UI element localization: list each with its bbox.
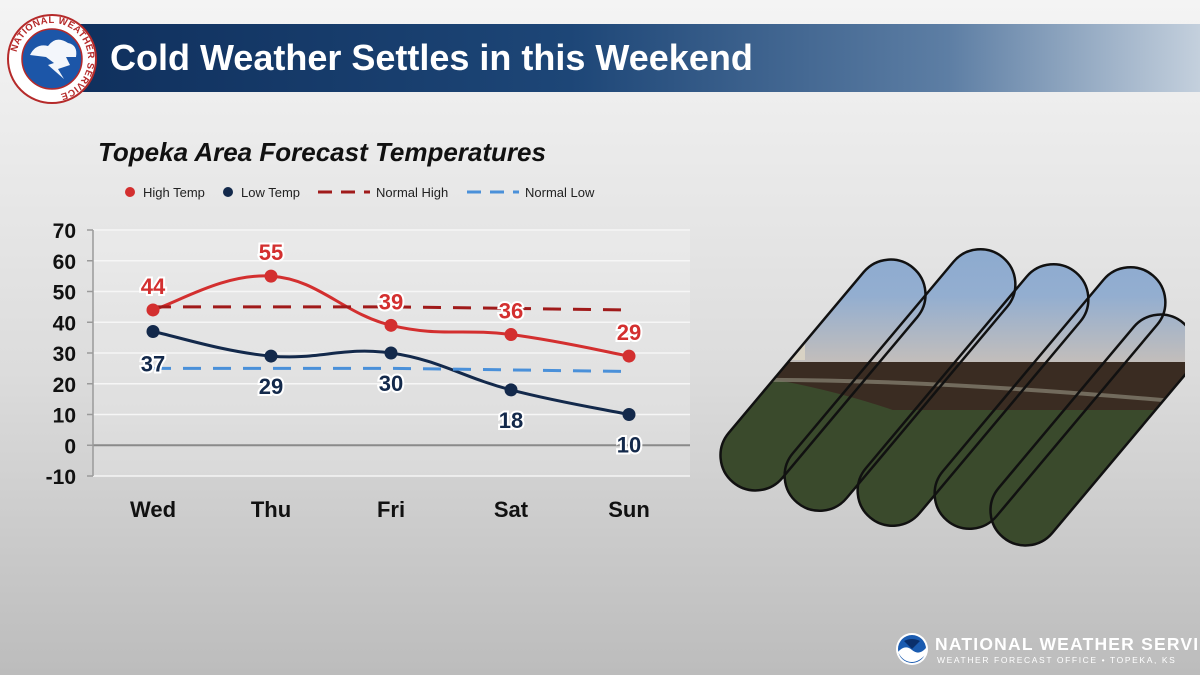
low-temp-point xyxy=(384,346,398,360)
x-tick-label: Fri xyxy=(377,497,405,522)
chart-title: Topeka Area Forecast Temperatures xyxy=(98,137,546,167)
legend-normal-low-label: Normal Low xyxy=(525,185,595,200)
x-tick-label: Wed xyxy=(130,497,176,522)
normal-high-line xyxy=(153,305,630,312)
legend-normal-high-label: Normal High xyxy=(376,185,448,200)
low-temp-point xyxy=(146,324,160,338)
y-tick-label: 10 xyxy=(53,405,76,428)
x-tick-label: Sat xyxy=(494,497,529,522)
x-tick-label: Thu xyxy=(251,497,291,522)
low-temp-data-label: 10 xyxy=(617,433,641,458)
footer-agency-name: NATIONAL WEATHER SERVICE xyxy=(935,634,1200,654)
legend-low-temp-marker xyxy=(223,187,233,197)
y-tick-label: 20 xyxy=(53,374,76,397)
temperature-chart: 70 60 50 40 30 20 10 0 -10 Wed Thu Fri Sat Sun High … xyxy=(46,185,690,522)
header-bar xyxy=(55,24,1200,92)
high-temp-point xyxy=(264,269,278,283)
low-temp-point xyxy=(264,349,278,363)
legend-high-temp-marker xyxy=(125,187,135,197)
high-temp-point xyxy=(622,349,636,363)
high-temp-data-label: 55 xyxy=(259,240,283,265)
y-tick-label: 50 xyxy=(53,282,76,305)
high-temp-data-label: 36 xyxy=(499,299,523,324)
y-tick-label: -10 xyxy=(46,466,76,489)
x-tick-label: Sun xyxy=(608,497,650,522)
normal-low-line xyxy=(153,366,630,373)
low-temp-data-label: 18 xyxy=(499,408,523,433)
low-temp-point xyxy=(622,408,636,421)
high-temp-point xyxy=(384,318,398,332)
low-temp-data-label: 37 xyxy=(141,351,165,376)
y-tick-label: 60 xyxy=(53,251,76,274)
legend-high-temp-label: High Temp xyxy=(143,185,205,200)
sunset-landscape-image xyxy=(715,234,1185,560)
high-temp-point xyxy=(146,303,160,317)
y-tick-label: 70 xyxy=(53,220,76,243)
high-temp-data-label: 39 xyxy=(379,289,403,314)
footer-office: WEATHER FORECAST OFFICE • TOPEKA, KS xyxy=(937,655,1177,665)
noaa-logo-icon xyxy=(896,633,928,665)
high-temp-point xyxy=(504,328,518,342)
high-temp-data-label: 29 xyxy=(617,320,641,345)
nws-seal-icon: NATIONAL WEATHER SERVICE xyxy=(7,14,97,104)
y-tick-label: 0 xyxy=(64,435,76,458)
low-temp-data-label: 29 xyxy=(259,374,283,399)
low-temp-data-label: 30 xyxy=(379,371,403,396)
footer: NATIONAL WEATHER SERVICE WEATHER FORECAS… xyxy=(895,630,1200,670)
y-tick-label: 30 xyxy=(53,343,76,366)
legend-low-temp-label: Low Temp xyxy=(241,185,300,200)
page-title: Cold Weather Settles in this Weekend xyxy=(110,37,753,78)
y-tick-label: 40 xyxy=(53,312,76,335)
high-temp-data-label: 44 xyxy=(141,274,166,299)
low-temp-point xyxy=(504,383,518,397)
